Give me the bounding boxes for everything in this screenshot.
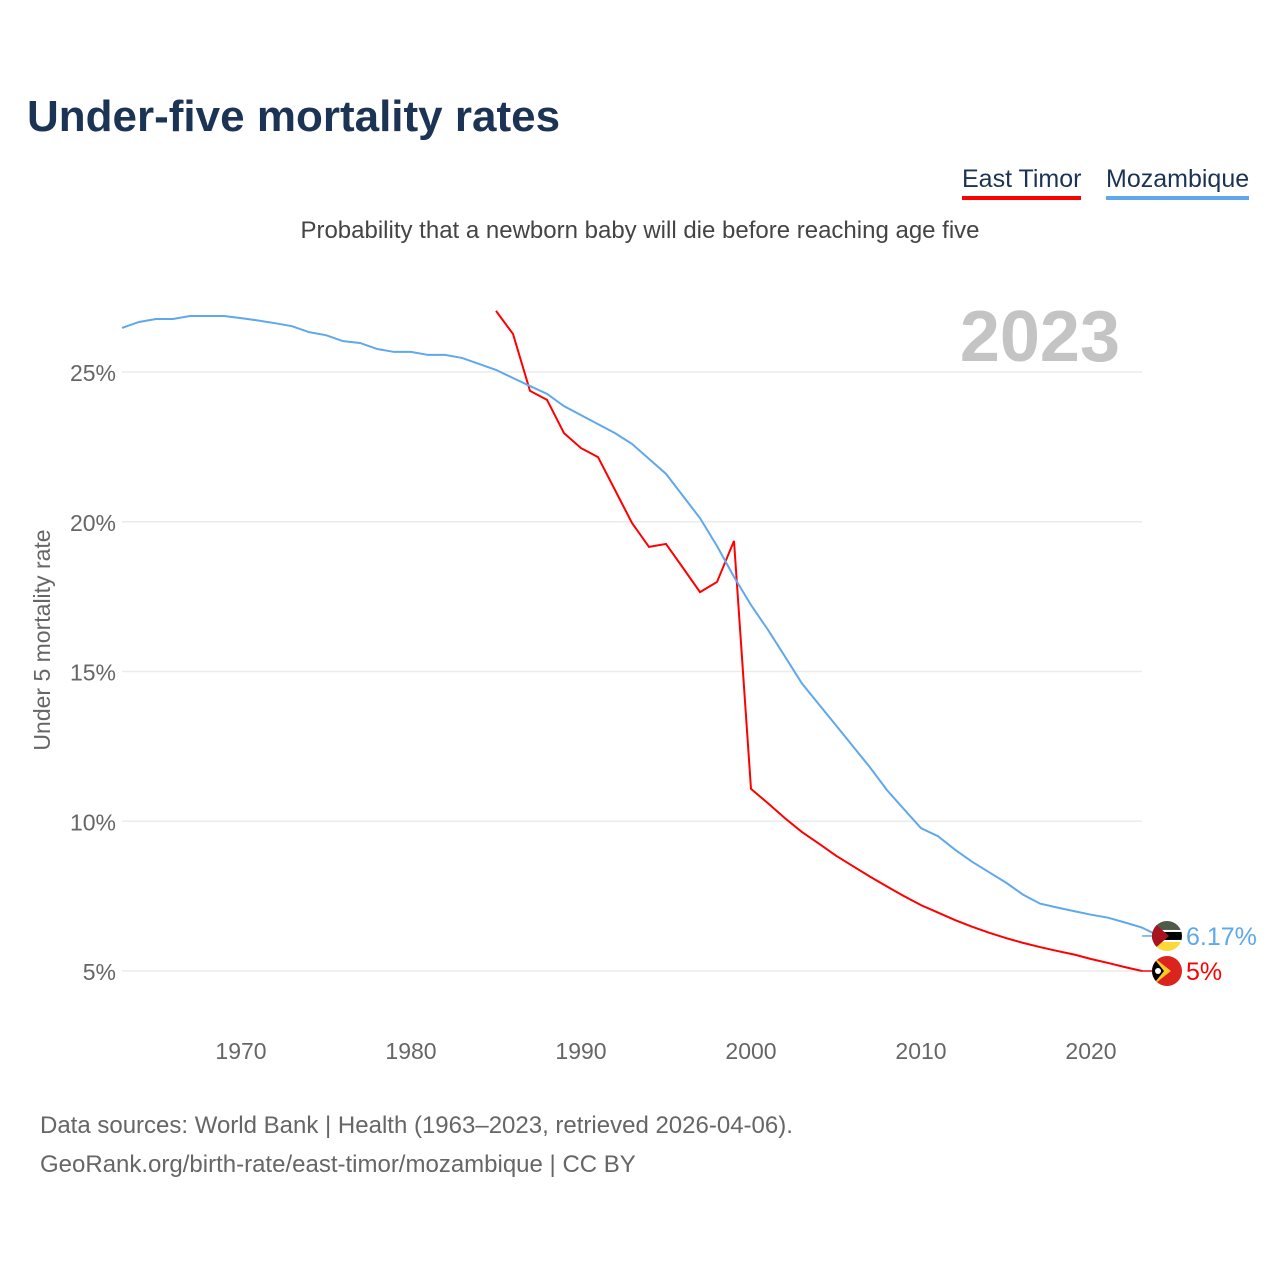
series-line-east-timor [495,310,1143,972]
x-tick-label: 2020 [1065,1038,1116,1064]
footer: Data sources: World Bank | Health (1963–… [40,1106,793,1184]
x-tick-label: 1970 [215,1038,266,1064]
x-tick-label: 1990 [555,1038,606,1064]
mozambique-flag-icon [1152,920,1182,951]
legend-east-timor[interactable]: East Timor [962,165,1082,200]
x-tick-label: 2010 [895,1038,946,1064]
series-line-mozambique [121,314,1160,937]
legend-mozambique[interactable]: Mozambique [1106,165,1250,200]
east-timor-flag-icon [1152,956,1182,986]
footer-sources: Data sources: World Bank | Health (1963–… [40,1112,793,1139]
chart-title: Under-five mortality rates [27,92,561,141]
y-tick-label: 10% [70,809,116,835]
chart-subtitle: Probability that a newborn baby will die… [300,217,980,244]
x-tick-label: 1980 [385,1038,436,1064]
y-axis-label: Under 5 mortality rate [29,529,55,750]
y-tick-label: 5% [83,959,116,985]
end-value-label: 6.17% [1186,923,1257,951]
y-tick-label: 25% [70,360,116,386]
x-tick-label: 2000 [725,1038,776,1064]
end-value-label: 5% [1186,958,1222,986]
year-watermark: 2023 [960,297,1120,377]
footer-link[interactable]: GeoRank.org/birth-rate/east-timor/mozamb… [40,1151,636,1178]
y-tick-label: 20% [70,510,116,536]
y-tick-label: 15% [70,660,116,686]
